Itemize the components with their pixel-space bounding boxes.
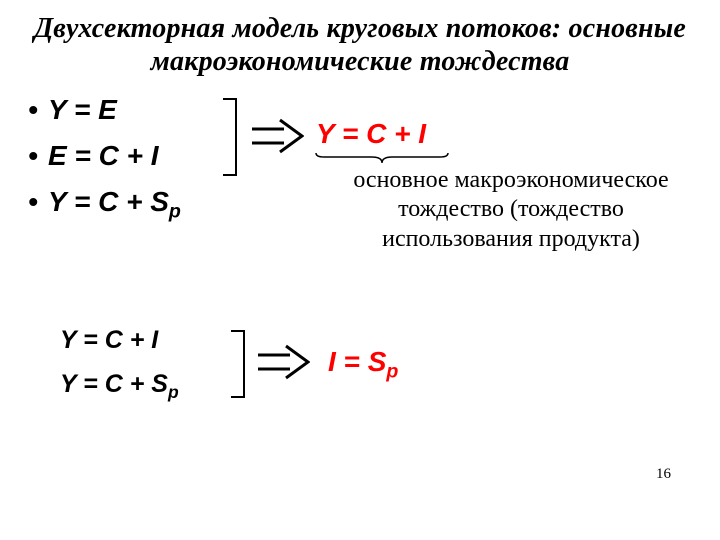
- bracket-icon: [223, 98, 237, 176]
- caption-text: основное макроэкономическое тождество (т…: [301, 166, 720, 254]
- implies-arrow-icon: [256, 344, 310, 380]
- bullet-text: Y = C + S: [48, 186, 169, 217]
- result-equation-1: Y = C + I: [316, 118, 426, 150]
- subscript-p: p: [168, 382, 179, 402]
- result-equation-2: I = Sp: [328, 346, 398, 384]
- bullet-item: Y = E: [28, 96, 181, 142]
- implies-arrow-icon: [250, 118, 304, 154]
- bracket-icon: [231, 330, 245, 398]
- caption-line: использования продукта): [382, 226, 640, 252]
- content-area: Y = E E = C + I Y = C + Sp Y = C + I осн…: [18, 96, 702, 496]
- bullet-list: Y = E E = C + I Y = C + Sp: [28, 96, 181, 234]
- equation-line: Y = C + Sp: [60, 372, 179, 416]
- subscript-p: p: [386, 361, 398, 383]
- equation-group-2: Y = C + I Y = C + Sp: [60, 328, 179, 416]
- bullet-text: E = C + I: [48, 140, 159, 171]
- slide-title: Двухсекторная модель круговых потоков: о…: [18, 12, 702, 78]
- bullet-item: E = C + I: [28, 142, 181, 188]
- underbrace-icon: [314, 152, 450, 164]
- equation-text: Y = C + I: [60, 326, 158, 354]
- page-number: 16: [656, 466, 671, 483]
- caption-line: тождество (тождество: [398, 196, 624, 222]
- subscript-p: p: [169, 201, 181, 223]
- result-text: I = S: [328, 346, 386, 377]
- bullet-item: Y = C + Sp: [28, 188, 181, 234]
- equation-text: Y = C + S: [60, 370, 168, 398]
- bullet-text: Y = E: [48, 94, 117, 125]
- caption-line: основное макроэкономическое: [353, 167, 668, 193]
- equation-line: Y = C + I: [60, 328, 179, 372]
- slide: Двухсекторная модель круговых потоков: о…: [0, 0, 720, 540]
